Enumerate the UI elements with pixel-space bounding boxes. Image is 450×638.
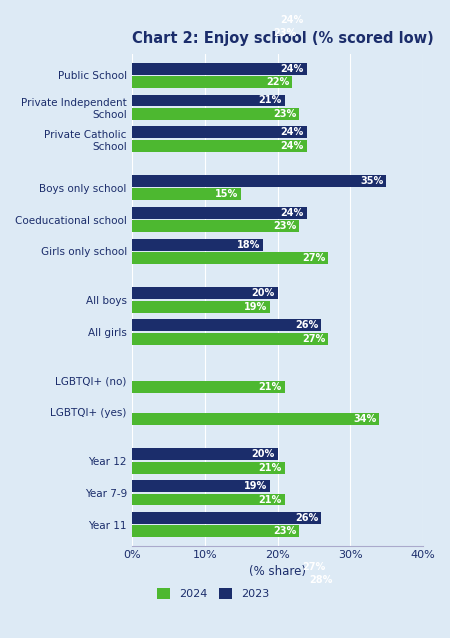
Bar: [132, 561, 328, 572]
Text: 18%: 18%: [237, 240, 260, 249]
Text: 27%: 27%: [302, 253, 325, 263]
Text: 24%: 24%: [280, 128, 304, 137]
Text: 27%: 27%: [302, 561, 325, 572]
Bar: [132, 413, 379, 425]
Text: 19%: 19%: [244, 302, 267, 312]
Text: 26%: 26%: [295, 513, 318, 523]
Bar: [132, 76, 292, 88]
Bar: [132, 207, 306, 219]
Text: 20%: 20%: [252, 288, 274, 298]
Text: 23%: 23%: [273, 29, 297, 38]
Bar: [132, 574, 336, 586]
Text: Chart 2: Enjoy school (% scored low): Chart 2: Enjoy school (% scored low): [132, 31, 434, 47]
X-axis label: (% share): (% share): [249, 565, 306, 578]
Bar: [132, 382, 285, 393]
Text: 24%: 24%: [280, 141, 304, 151]
Bar: [132, 319, 321, 331]
Bar: [132, 14, 306, 26]
Bar: [132, 220, 299, 232]
Bar: [132, 108, 299, 120]
Text: 24%: 24%: [280, 208, 304, 218]
Bar: [132, 27, 299, 40]
Bar: [132, 449, 278, 460]
Text: 24%: 24%: [280, 64, 304, 73]
Text: 21%: 21%: [259, 382, 282, 392]
Legend: 2024, 2023: 2024, 2023: [153, 584, 274, 604]
Text: 23%: 23%: [273, 109, 297, 119]
Bar: [132, 175, 387, 187]
Bar: [132, 494, 285, 505]
Text: 28%: 28%: [309, 575, 333, 585]
Text: 34%: 34%: [353, 414, 376, 424]
Text: 24%: 24%: [280, 15, 304, 25]
Bar: [132, 239, 263, 251]
Bar: [132, 188, 241, 200]
Bar: [132, 140, 306, 152]
Text: 23%: 23%: [273, 526, 297, 537]
Text: 20%: 20%: [252, 449, 274, 459]
Text: 27%: 27%: [302, 334, 325, 343]
Bar: [132, 462, 285, 473]
Text: 22%: 22%: [266, 77, 289, 87]
Bar: [132, 94, 285, 107]
Bar: [132, 300, 270, 313]
Bar: [132, 512, 321, 524]
Text: 35%: 35%: [360, 176, 383, 186]
Bar: [132, 252, 328, 264]
Text: 26%: 26%: [295, 320, 318, 330]
Text: 19%: 19%: [244, 481, 267, 491]
Text: 15%: 15%: [215, 189, 238, 200]
Bar: [132, 332, 328, 345]
Bar: [132, 287, 278, 299]
Bar: [132, 63, 306, 75]
Bar: [132, 480, 270, 492]
Text: 21%: 21%: [259, 463, 282, 473]
Text: 21%: 21%: [259, 494, 282, 505]
Bar: [132, 126, 306, 138]
Bar: [132, 525, 299, 537]
Text: 23%: 23%: [273, 221, 297, 231]
Text: 21%: 21%: [259, 96, 282, 105]
